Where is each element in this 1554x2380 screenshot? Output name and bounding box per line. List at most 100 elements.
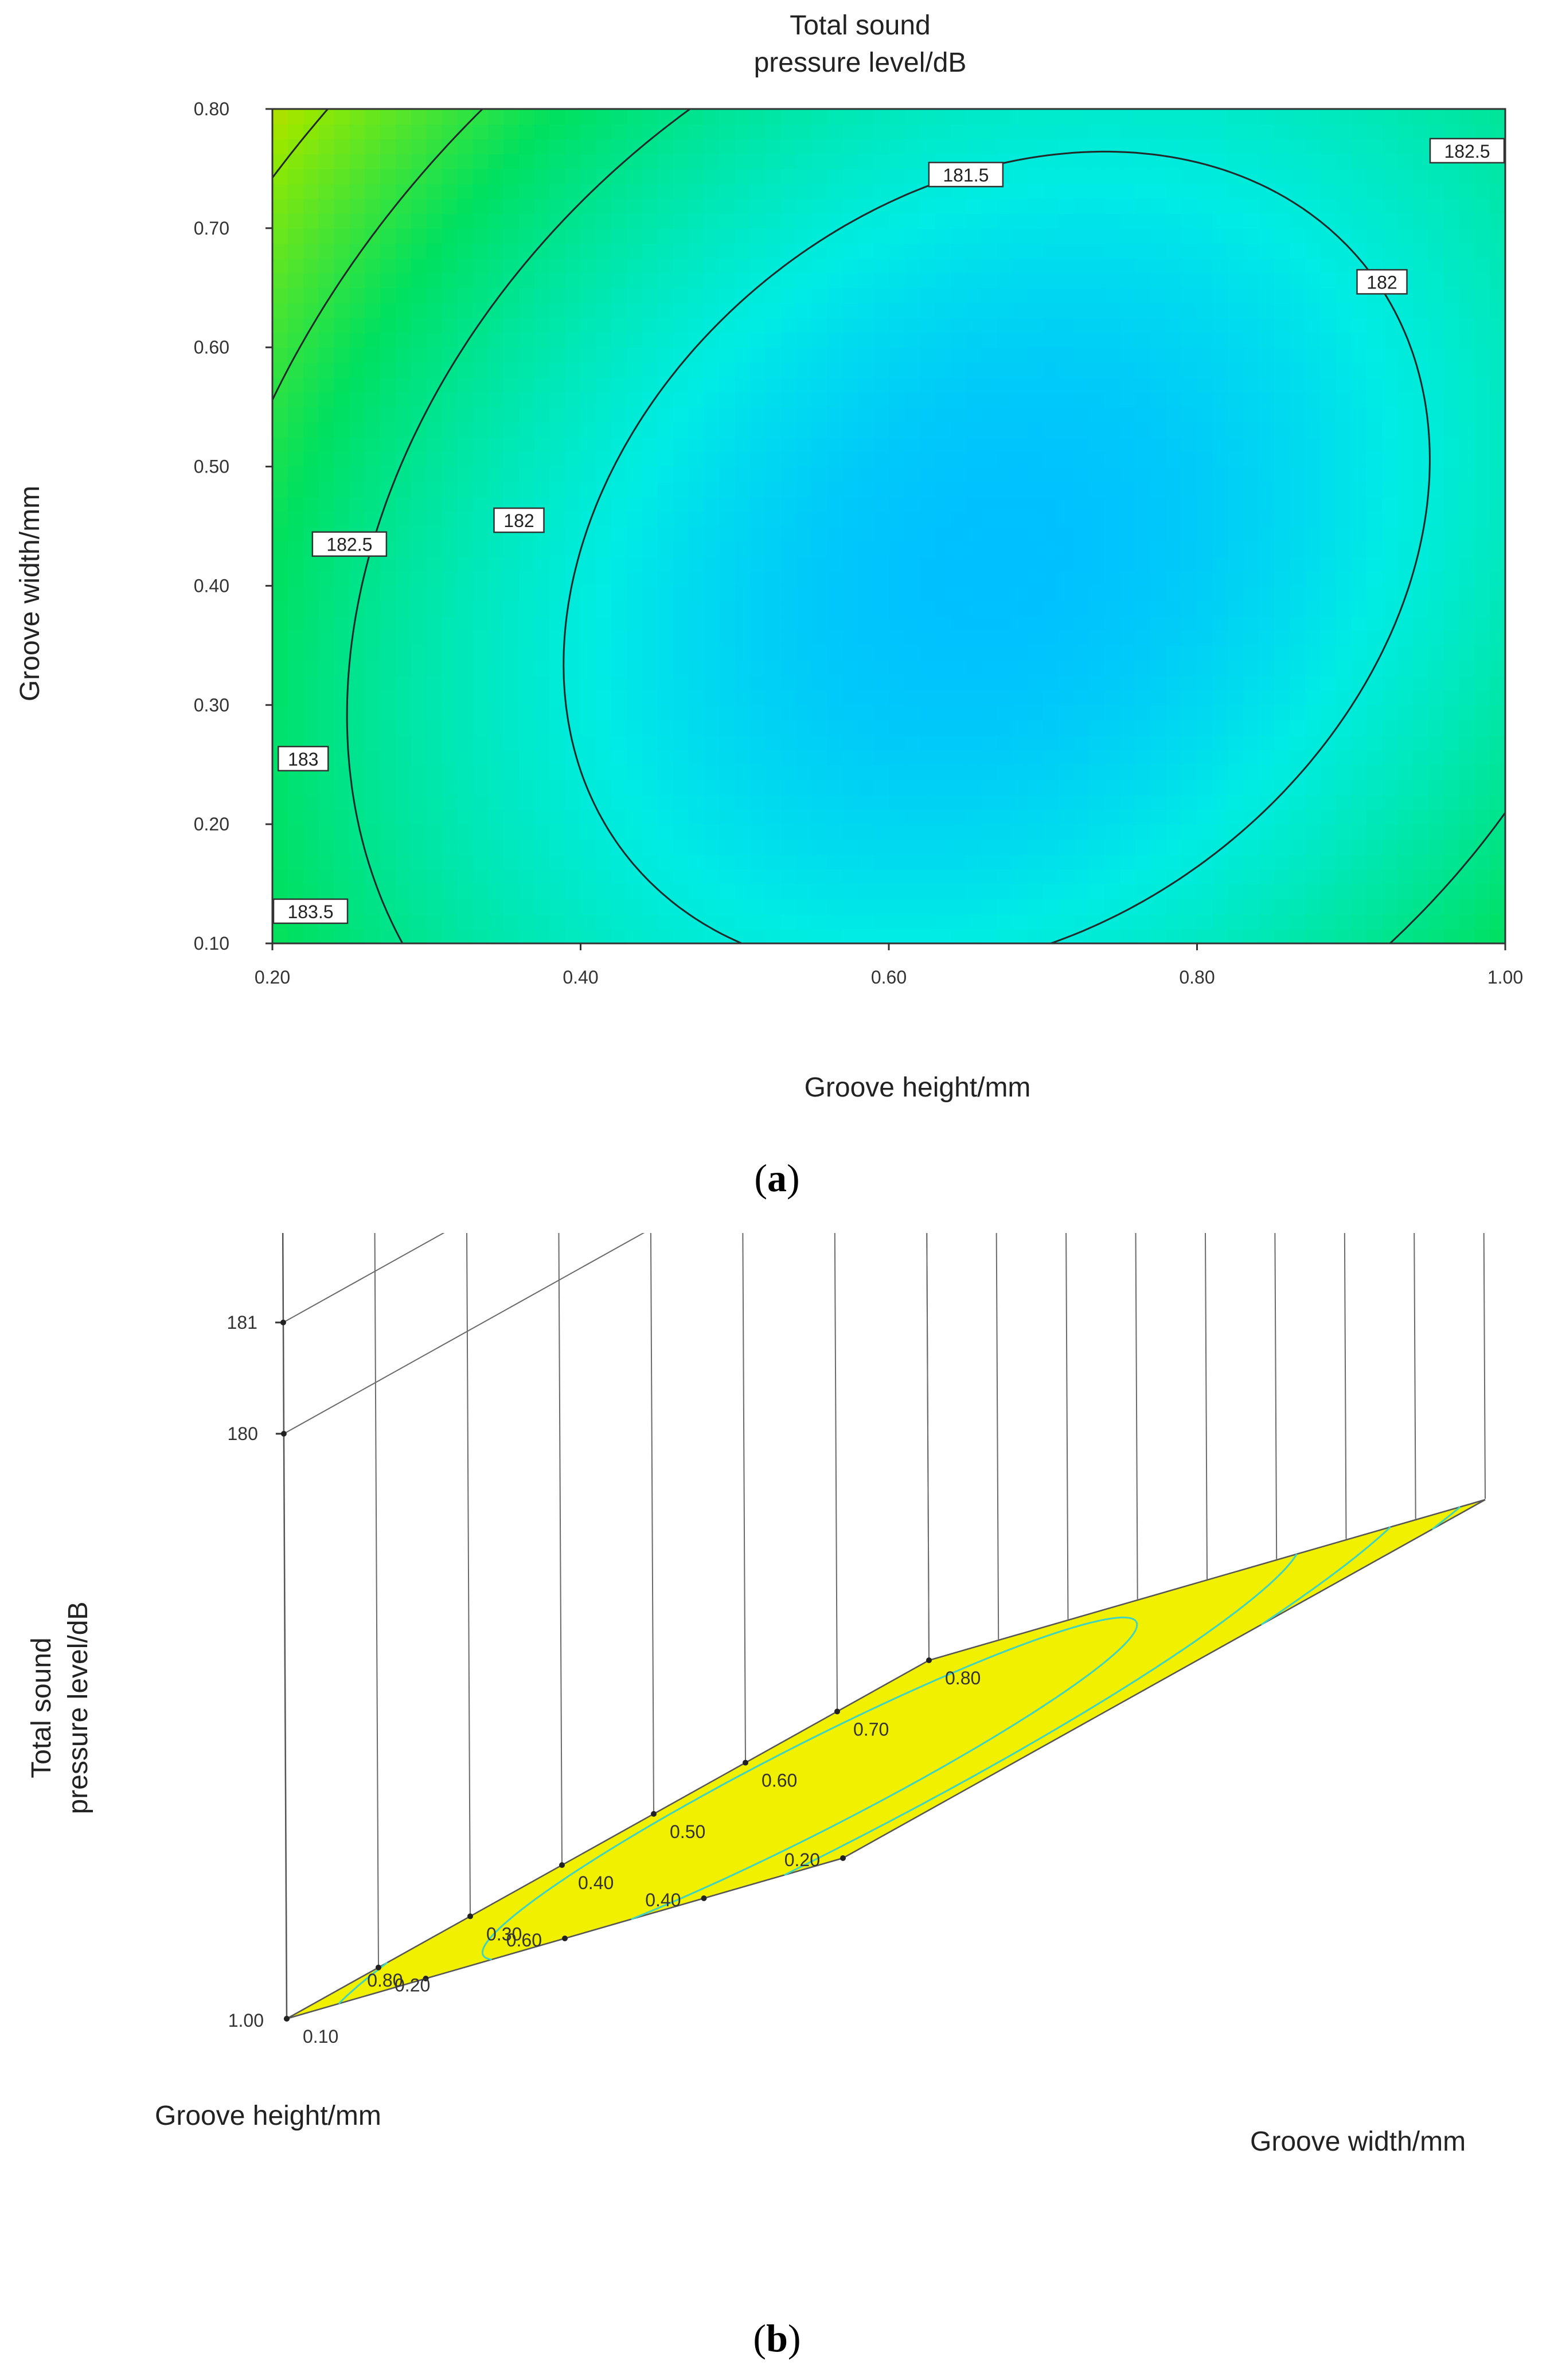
heat-cell: [688, 481, 705, 497]
wall-grid-line: [1414, 1233, 1416, 1519]
heat-cell: [1166, 496, 1182, 512]
heat-cell: [1289, 362, 1306, 378]
heat-cell: [1104, 287, 1121, 303]
heat-cell: [1320, 362, 1337, 378]
heat-cell: [981, 198, 998, 214]
heat-cell: [1305, 347, 1321, 363]
heat-cell: [1305, 168, 1321, 184]
heat-cell: [1181, 496, 1198, 512]
heat-cell: [935, 526, 951, 542]
heat-cell: [1120, 809, 1136, 825]
heat-cell: [549, 824, 566, 840]
heat-cell: [442, 660, 458, 676]
heat-cell: [997, 824, 1013, 840]
heat-cell: [426, 705, 443, 721]
heat-cell: [1150, 213, 1167, 229]
heat-cell: [1104, 779, 1121, 795]
heat-cell: [657, 228, 674, 244]
heat-cell: [596, 302, 612, 318]
heat-cell: [596, 720, 612, 736]
heat-cell: [1150, 869, 1167, 885]
heat-cell: [997, 705, 1013, 721]
heat-cell: [1212, 257, 1229, 274]
heat-cell: [1058, 466, 1075, 482]
heat-cell: [657, 824, 674, 840]
heat-cell: [919, 556, 936, 572]
heat-cell: [1042, 511, 1059, 527]
heat-cell: [1320, 466, 1337, 482]
heat-cell: [1243, 660, 1259, 676]
heat-cell: [611, 764, 628, 781]
heat-cell: [688, 809, 705, 825]
heat-cell: [303, 794, 319, 810]
heat-cell: [1412, 183, 1429, 199]
heat-cell: [1042, 451, 1059, 467]
heat-cell: [904, 869, 920, 885]
heat-cell: [365, 362, 381, 378]
heat-cell: [611, 779, 628, 795]
heat-cell: [1490, 243, 1505, 259]
heat-cell: [1243, 705, 1259, 721]
heat-cell: [1412, 168, 1429, 184]
heat-cell: [1135, 257, 1151, 274]
heat-cell: [827, 257, 844, 274]
heat-cell: [735, 645, 751, 661]
heat-cell: [549, 317, 566, 333]
heat-cell: [1490, 720, 1505, 736]
heat-cell: [966, 407, 982, 423]
heat-cell: [580, 139, 597, 154]
heat-cell: [657, 914, 674, 929]
heat-cell: [1412, 198, 1429, 214]
heat-cell: [981, 332, 998, 348]
heat-cell: [1027, 272, 1044, 288]
heat-cell: [1027, 839, 1044, 855]
heat-cell: [1104, 228, 1121, 244]
heat-cell: [673, 869, 689, 885]
heat-cell: [488, 466, 505, 482]
heat-cell: [1305, 735, 1321, 751]
heat-cell: [473, 914, 489, 929]
heat-cell: [442, 764, 458, 781]
heat-cell: [519, 124, 535, 139]
heat-cell: [673, 228, 689, 244]
heat-cell: [688, 630, 705, 646]
heat-cell: [1336, 690, 1352, 706]
heat-cell: [1351, 243, 1368, 259]
heat-cell: [442, 735, 458, 751]
heat-cell: [272, 198, 288, 214]
heat-cell: [735, 914, 751, 929]
heat-cell: [1351, 213, 1368, 229]
heat-cell: [1259, 481, 1275, 497]
heat-cell: [1166, 168, 1182, 184]
heat-cell: [519, 317, 535, 333]
heat-cell: [1073, 720, 1090, 736]
heat-cell: [1366, 168, 1383, 184]
heat-cell: [719, 750, 736, 766]
heat-cell: [580, 287, 597, 303]
heat-cell: [1012, 839, 1028, 855]
heat-cell: [457, 660, 474, 676]
heat-cell: [1412, 615, 1429, 631]
heat-cell: [1289, 660, 1306, 676]
heat-cell: [442, 436, 458, 452]
heat-cell: [1382, 571, 1398, 587]
heat-cell: [688, 720, 705, 736]
heat-cell: [426, 213, 443, 229]
heat-cell: [981, 824, 998, 840]
heat-cell: [766, 153, 782, 169]
heat-cell: [1042, 645, 1059, 661]
heat-cell: [1305, 690, 1321, 706]
heat-cell: [1474, 109, 1491, 124]
heat-cell: [1259, 869, 1275, 885]
heat-cell: [1259, 779, 1275, 795]
heat-cell: [1089, 168, 1106, 184]
heat-cell: [1412, 854, 1429, 870]
heat-cell: [534, 392, 550, 408]
heat-cell: [1104, 496, 1121, 512]
heat-cell: [411, 347, 427, 363]
heat-cell: [1397, 675, 1414, 691]
heat-cell: [873, 675, 889, 691]
heat-cell: [950, 884, 967, 900]
heat-cell: [997, 243, 1013, 259]
heat-cell: [334, 109, 350, 124]
